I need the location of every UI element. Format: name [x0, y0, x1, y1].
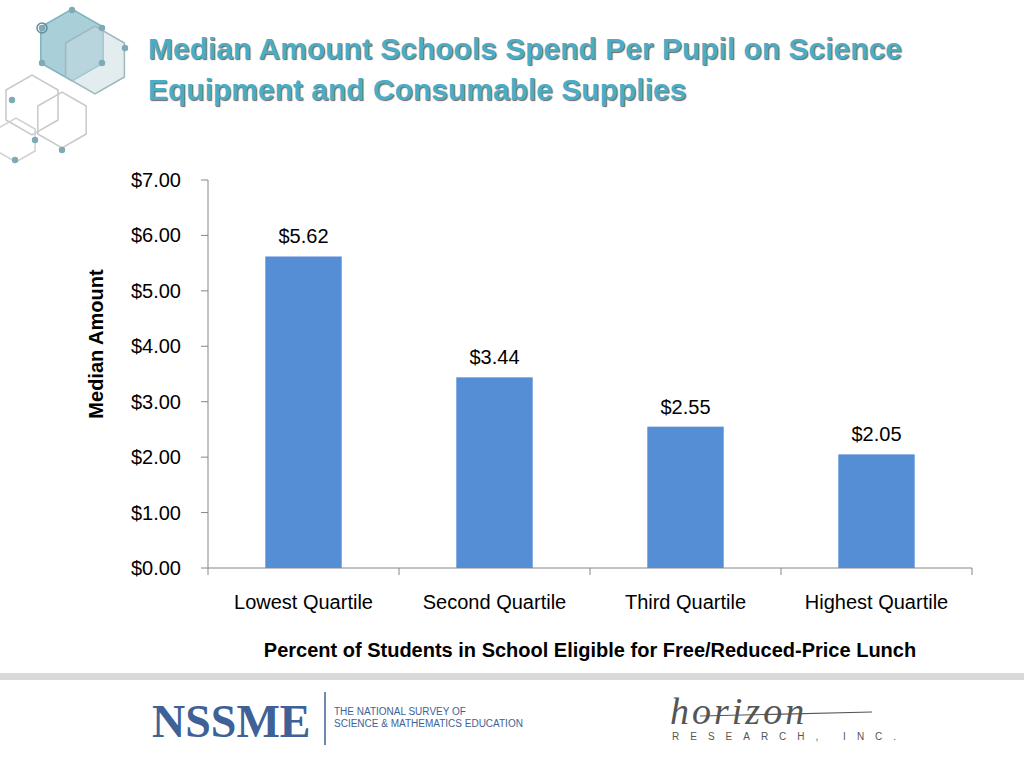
- data-label: $2.05: [851, 423, 901, 445]
- y-tick-label: $5.00: [131, 280, 181, 302]
- x-category-separator: [590, 568, 591, 575]
- y-tick-label: $7.00: [131, 169, 181, 191]
- y-tick-label: $3.00: [131, 391, 181, 413]
- hexagon-node: [32, 137, 38, 143]
- y-tick: [201, 180, 208, 181]
- y-tick: [201, 235, 208, 236]
- footer-partner-swash: [700, 712, 872, 716]
- data-label: $5.62: [278, 225, 328, 247]
- hexagon-node: [59, 147, 65, 153]
- hexagon-node: [69, 7, 75, 13]
- footer-band: [0, 673, 1024, 680]
- chart-title: Median Amount Schools Spend Per Pupil on…: [148, 28, 978, 110]
- x-axis-title: Percent of Students in School Eligible f…: [264, 639, 916, 661]
- y-tick: [201, 512, 208, 513]
- y-tick: [201, 401, 208, 402]
- bar: [647, 427, 723, 568]
- hexagon-node: [37, 23, 47, 33]
- y-tick: [201, 568, 208, 569]
- x-category-separator: [399, 568, 400, 575]
- hexagon: [66, 26, 125, 94]
- footer-logo: NSSME: [152, 696, 310, 747]
- hexagon: [38, 92, 86, 148]
- x-tick-label: Highest Quartile: [805, 591, 948, 613]
- bar: [265, 256, 341, 568]
- hexagon: [6, 75, 58, 135]
- x-tick-label: Third Quartile: [625, 591, 746, 613]
- y-tick-label: $4.00: [131, 335, 181, 357]
- x-category-separator: [781, 568, 782, 575]
- x-category-separator: [972, 568, 973, 575]
- y-axis-line: [208, 180, 209, 568]
- footer-survey-line: SCIENCE & MATHEMATICS EDUCATION: [334, 718, 523, 729]
- y-axis-title: Median Amount: [85, 269, 107, 419]
- footer-partner-sub: RESEARCH, INC.: [672, 731, 907, 742]
- x-tick-label: Lowest Quartile: [234, 591, 373, 613]
- x-tick-label: Second Quartile: [423, 591, 566, 613]
- y-tick-label: $1.00: [131, 502, 181, 524]
- y-tick-label: $6.00: [131, 224, 181, 246]
- y-tick: [201, 290, 208, 291]
- y-tick: [201, 346, 208, 347]
- hexagon-node: [122, 45, 128, 51]
- decoration: [0, 7, 128, 163]
- hexagon-node: [39, 60, 45, 66]
- footer-partner-name: horizon: [670, 690, 807, 732]
- hexagon-node: [9, 97, 15, 103]
- data-label: $2.55: [660, 396, 710, 418]
- bars: [265, 256, 914, 568]
- y-tick: [201, 457, 208, 458]
- chart-canvas: $0.00 $1.00 $2.00 $3.00 $4.00 $5.00 $6.00 $7.00…: [0, 0, 1024, 768]
- data-label: $3.44: [469, 346, 519, 368]
- footer-survey-line: THE NATIONAL SURVEY OF: [334, 706, 466, 717]
- footer-divider: [324, 692, 326, 745]
- y-tick-label: $2.00: [131, 446, 181, 468]
- hexagon-node: [99, 60, 105, 66]
- hexagon-node: [99, 25, 105, 31]
- hexagon-node: [39, 25, 45, 31]
- hexagon: [0, 118, 35, 162]
- x-category-separator: [208, 568, 209, 575]
- bar: [456, 377, 532, 568]
- bar: [838, 454, 914, 568]
- y-tick-label: $0.00: [131, 557, 181, 579]
- hexagon-node: [12, 157, 18, 163]
